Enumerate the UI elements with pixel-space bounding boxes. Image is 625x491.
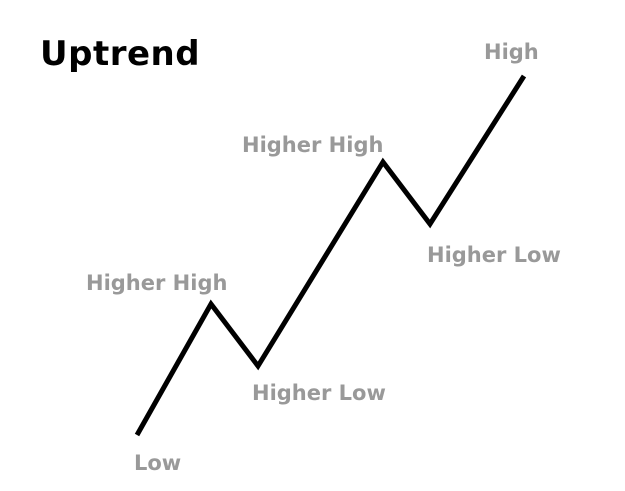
label-higher-high-2: Higher High bbox=[242, 133, 384, 157]
label-higher-low-2: Higher Low bbox=[427, 243, 561, 267]
label-high: High bbox=[484, 40, 539, 64]
label-low: Low bbox=[134, 451, 182, 475]
price-path-line bbox=[134, 74, 527, 437]
diagram-title: Uptrend bbox=[40, 34, 201, 74]
label-higher-low-1: Higher Low bbox=[252, 381, 386, 405]
label-higher-high-1: Higher High bbox=[86, 271, 228, 295]
